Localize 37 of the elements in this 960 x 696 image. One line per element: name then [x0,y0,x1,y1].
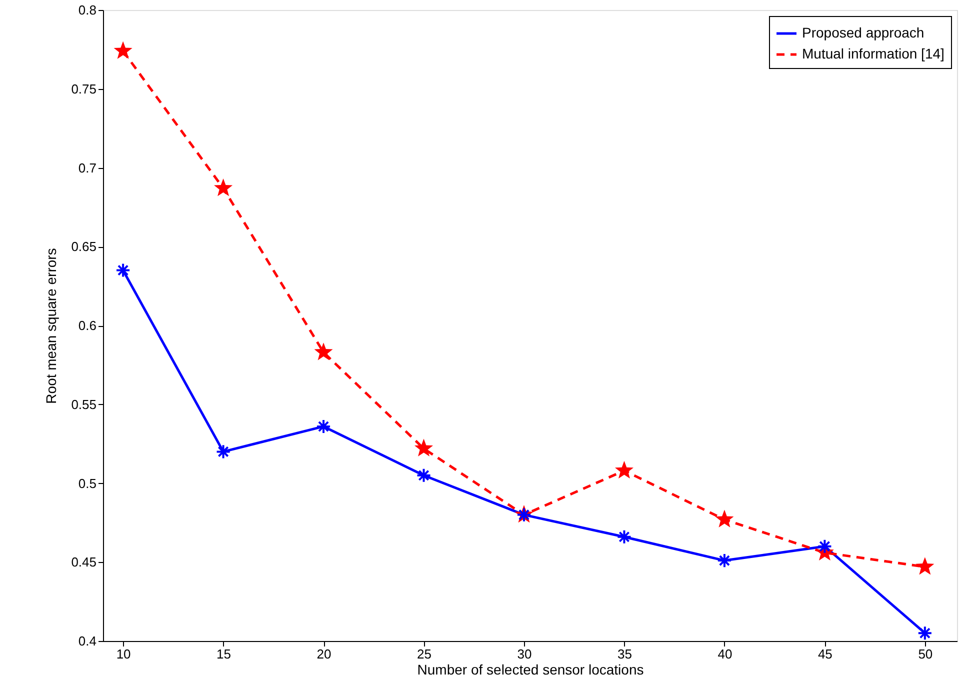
x-tick-label: 40 [718,646,732,662]
x-tick-label: 20 [316,646,332,662]
x-tick-label: 30 [517,646,532,662]
x-axis-title: Number of selected sensor locations [417,662,644,678]
point [216,444,231,460]
y-tick-label: 0.55 [71,396,96,412]
point [116,262,131,278]
y-tick-label: 0.65 [71,239,96,254]
point [214,178,233,196]
point [614,460,634,479]
legend-label: Proposed approach [802,24,924,40]
y-tick-label: 0.4 [78,634,96,648]
point [416,468,432,483]
x-tick-label: 45 [818,646,832,662]
point [817,538,832,554]
y-tick-label: 0.5 [78,476,96,491]
point [917,626,932,641]
y-tick-label: 0.45 [71,554,96,570]
point [715,510,734,528]
point [114,41,132,59]
point [916,557,934,575]
x-tick-label: 25 [417,646,432,662]
legend-label: Mutual information [14] [802,46,944,62]
y-axis-title: Root mean square errors [43,248,60,404]
y-tick-label: 0.6 [78,318,96,333]
point [414,438,434,456]
y-tick-label: 0.75 [71,81,96,96]
point [616,529,632,544]
x-tick-label: 50 [918,646,933,662]
point [316,418,332,434]
y-tick-label: 0.7 [78,160,96,176]
x-tick-label: 10 [116,646,131,662]
point [314,342,333,360]
point [716,553,732,568]
y-tick-label: 0.8 [78,2,96,18]
x-tick-label: 35 [617,646,632,662]
x-tick-label: 15 [216,646,232,662]
